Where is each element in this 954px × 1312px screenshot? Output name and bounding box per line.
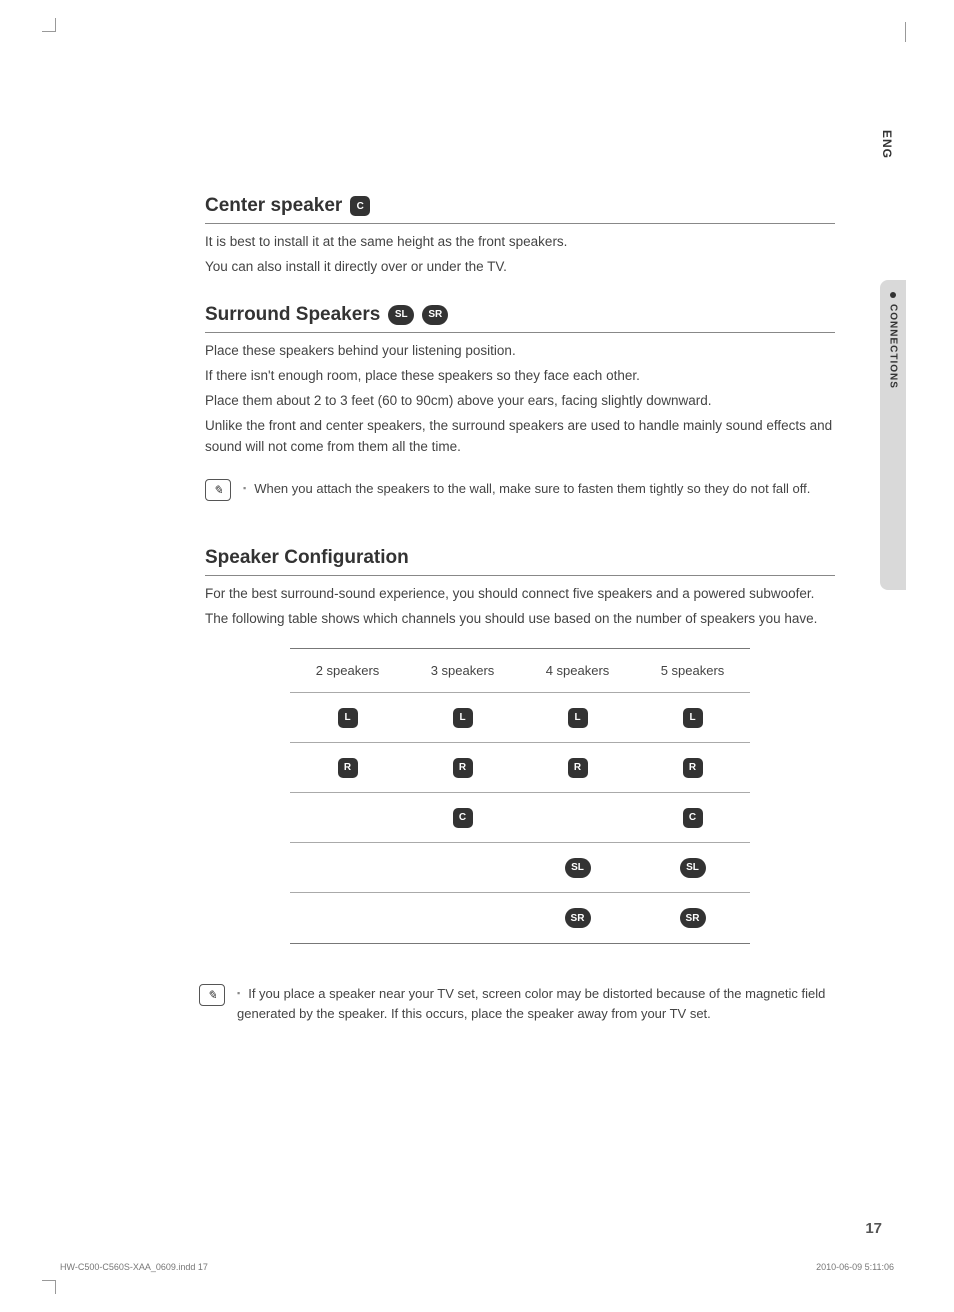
table-cell: R bbox=[290, 743, 405, 792]
note-icon: ✎ bbox=[205, 479, 231, 501]
badge-r-icon: R bbox=[453, 758, 473, 778]
heading-surround-text: Surround Speakers bbox=[205, 304, 380, 326]
table-cell: R bbox=[635, 743, 750, 792]
center-line-2: You can also install it directly over or… bbox=[205, 257, 835, 278]
badge-l-icon: L bbox=[568, 708, 588, 728]
table-row: RRRR bbox=[290, 743, 750, 793]
footer-filename: HW-C500-C560S-XAA_0609.indd 17 bbox=[60, 1262, 208, 1272]
table-cell bbox=[290, 893, 405, 943]
table-cell: R bbox=[520, 743, 635, 792]
heading-speaker-config: Speaker Configuration bbox=[205, 547, 835, 576]
badge-sr-icon: SR bbox=[565, 908, 591, 928]
table-cell: L bbox=[405, 693, 520, 742]
badge-c-icon: C bbox=[350, 196, 370, 216]
table-row: SL SL bbox=[290, 843, 750, 893]
badge-sr-icon: SR bbox=[680, 908, 706, 928]
heading-surround-speakers: Surround Speakers SL SR bbox=[205, 304, 835, 333]
badge-r-icon: R bbox=[683, 758, 703, 778]
table-cell: C bbox=[405, 793, 520, 842]
badge-sl-icon: SL bbox=[388, 305, 414, 325]
note-attach-speakers: ✎ When you attach the speakers to the wa… bbox=[205, 479, 835, 501]
crop-mark-bottom-left bbox=[42, 1280, 56, 1294]
page-number: 17 bbox=[865, 1220, 882, 1237]
note-icon: ✎ bbox=[199, 984, 225, 1006]
table-cell bbox=[290, 843, 405, 892]
config-intro-2: The following table shows which channels… bbox=[205, 609, 835, 630]
table-header-row: 2 speakers 3 speakers 4 speakers 5 speak… bbox=[290, 649, 750, 693]
table-cell bbox=[520, 793, 635, 842]
badge-l-icon: L bbox=[338, 708, 358, 728]
crop-mark-top-left bbox=[42, 18, 56, 32]
badge-l-icon: L bbox=[683, 708, 703, 728]
table-cell: SL bbox=[520, 843, 635, 892]
page-content: Center speaker C It is best to install i… bbox=[205, 195, 835, 1023]
table-cell: C bbox=[635, 793, 750, 842]
table-cell bbox=[290, 793, 405, 842]
note-2-text: If you place a speaker near your TV set,… bbox=[237, 984, 835, 1023]
table-row: CC bbox=[290, 793, 750, 843]
table-header-cell: 5 speakers bbox=[635, 649, 750, 692]
badge-r-icon: R bbox=[338, 758, 358, 778]
table-row: SR SR bbox=[290, 893, 750, 943]
table-row: LLLL bbox=[290, 693, 750, 743]
note-tv-distortion: ✎ If you place a speaker near your TV se… bbox=[199, 984, 835, 1023]
table-header-cell: 3 speakers bbox=[405, 649, 520, 692]
table-cell: SR bbox=[520, 893, 635, 943]
table-cell bbox=[405, 893, 520, 943]
surround-line-2: If there isn't enough room, place these … bbox=[205, 366, 835, 387]
heading-center-text: Center speaker bbox=[205, 195, 342, 217]
note-1-text: When you attach the speakers to the wall… bbox=[243, 479, 810, 499]
table-cell: SR bbox=[635, 893, 750, 943]
heading-config-text: Speaker Configuration bbox=[205, 547, 409, 569]
badge-l-icon: L bbox=[453, 708, 473, 728]
badge-sl-icon: SL bbox=[565, 858, 591, 878]
table-cell: SL bbox=[635, 843, 750, 892]
table-cell: L bbox=[290, 693, 405, 742]
surround-line-1: Place these speakers behind your listeni… bbox=[205, 341, 835, 362]
table-cell bbox=[405, 843, 520, 892]
footer-timestamp: 2010-06-09 5:11:06 bbox=[816, 1262, 894, 1272]
badge-r-icon: R bbox=[568, 758, 588, 778]
section-tab-dot bbox=[890, 292, 896, 298]
surround-line-4: Unlike the front and center speakers, th… bbox=[205, 416, 835, 458]
crop-mark-top-right bbox=[905, 22, 906, 42]
badge-sr-icon: SR bbox=[422, 305, 448, 325]
table-cell: L bbox=[520, 693, 635, 742]
badge-c-icon: C bbox=[453, 808, 473, 828]
language-tab: ENG bbox=[880, 130, 894, 159]
badge-sl-icon: SL bbox=[680, 858, 706, 878]
speaker-config-table: 2 speakers 3 speakers 4 speakers 5 speak… bbox=[290, 648, 750, 944]
table-header-cell: 2 speakers bbox=[290, 649, 405, 692]
surround-line-3: Place them about 2 to 3 feet (60 to 90cm… bbox=[205, 391, 835, 412]
section-tab: CONNECTIONS bbox=[880, 280, 906, 590]
table-header-cell: 4 speakers bbox=[520, 649, 635, 692]
config-intro-1: For the best surround-sound experience, … bbox=[205, 584, 835, 605]
center-line-1: It is best to install it at the same hei… bbox=[205, 232, 835, 253]
badge-c-icon: C bbox=[683, 808, 703, 828]
table-cell: R bbox=[405, 743, 520, 792]
table-cell: L bbox=[635, 693, 750, 742]
heading-center-speaker: Center speaker C bbox=[205, 195, 835, 224]
section-tab-label: CONNECTIONS bbox=[888, 304, 899, 389]
